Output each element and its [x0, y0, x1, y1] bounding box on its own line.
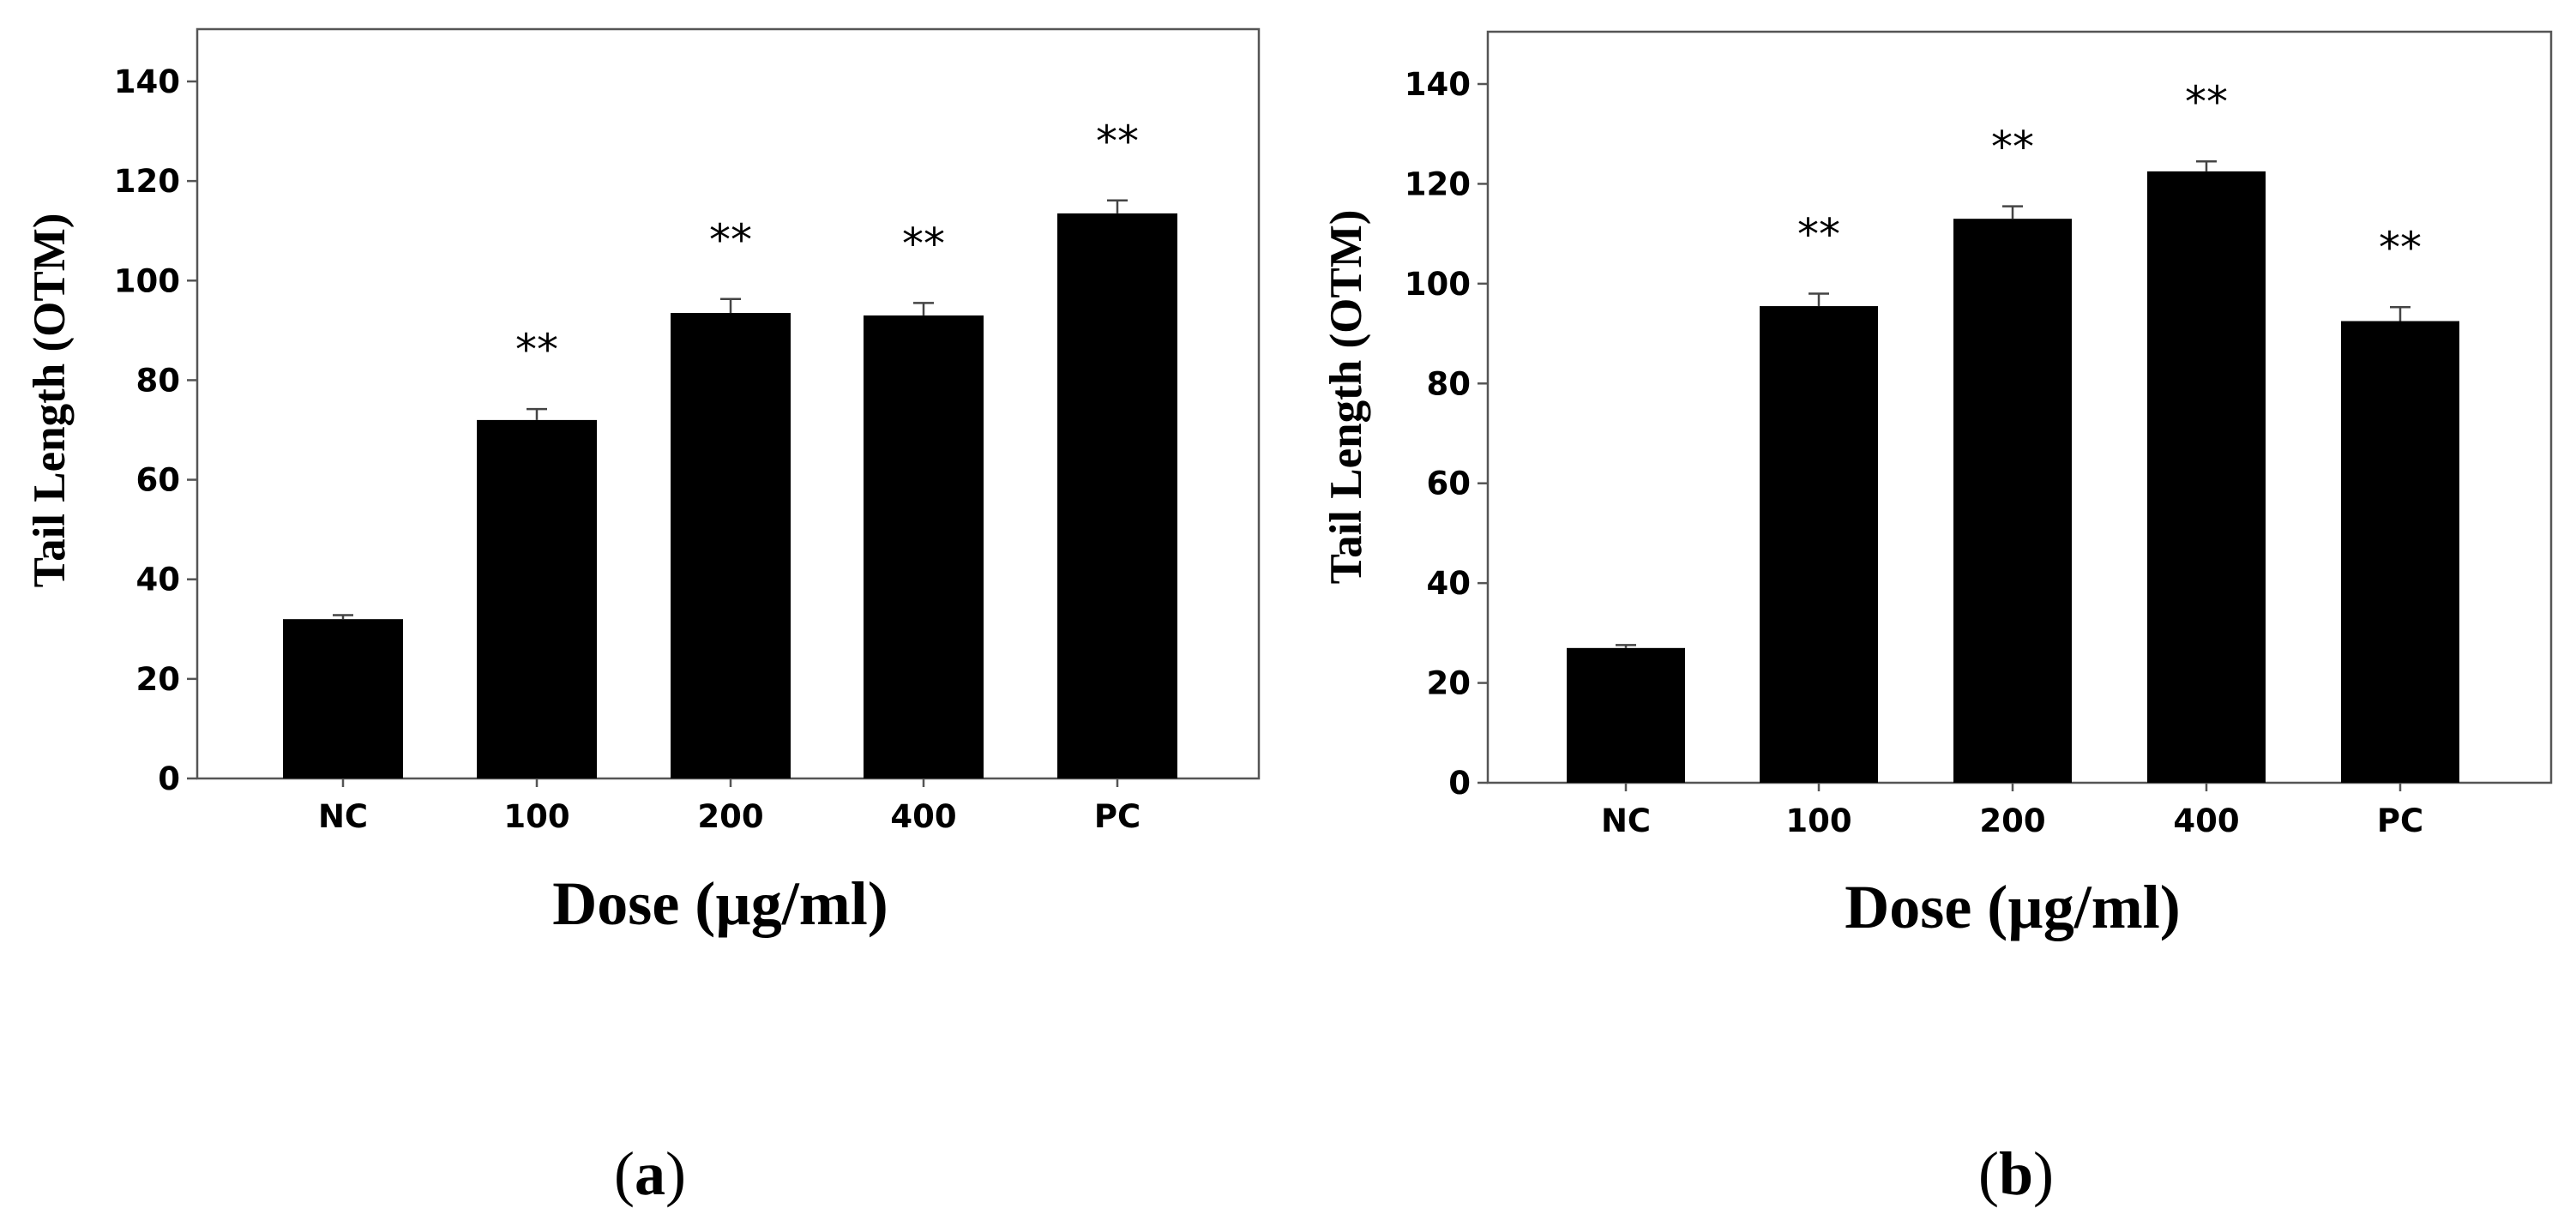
panel-a-bar	[283, 619, 403, 778]
panel-b-x-tick-label: 400	[2173, 802, 2239, 839]
panel-b-bar	[1567, 647, 1685, 783]
panel-a-x-tick-label: NC	[318, 798, 368, 835]
panel-b-y-tick-label: 40	[1427, 565, 1472, 602]
panel-b-y-tick-label: 20	[1427, 665, 1472, 702]
panel-b-y-tick-label: 60	[1427, 466, 1472, 502]
panel-b-y-tick-label: 100	[1405, 266, 1471, 303]
panel-b-x-tick-label: PC	[2377, 802, 2423, 839]
panel-b-y-axis-label: Tail Length (OTM)	[1321, 210, 1371, 585]
panel-a-y-tick-label: 80	[136, 362, 181, 399]
panel-a-bar	[477, 419, 597, 778]
panel-a-x-tick-label: 100	[503, 798, 569, 835]
panel-b-significance-marker: **	[1797, 210, 1840, 260]
panel-b-bar	[1953, 219, 2072, 783]
panel-b-bar	[1760, 306, 1878, 783]
panel-a-y-tick-label: 100	[114, 262, 180, 299]
panel-b-y-tick-label: 80	[1427, 365, 1472, 402]
panel-a-significance-marker: **	[709, 215, 752, 265]
panel-b-x-axis-label: Dose (µg/ml)	[1845, 873, 2180, 941]
panel-a-x-axis-label: Dose (µg/ml)	[552, 869, 888, 938]
panel-a-y-tick-label: 120	[114, 163, 180, 200]
panel-b-bar	[2341, 321, 2459, 784]
panel-a-x-tick-label: 400	[890, 798, 956, 835]
panel-a-significance-marker: **	[515, 325, 558, 375]
panel-b-significance-marker: **	[1991, 123, 2034, 172]
panel-a-significance-marker: **	[902, 219, 945, 268]
panel-a-bar	[1057, 213, 1177, 778]
panel-a-bar	[864, 315, 984, 779]
panel-a-y-axis-label: Tail Length (OTM)	[25, 213, 75, 588]
panel-a-significance-marker: **	[1096, 117, 1139, 166]
panel-a-y-tick-label: 0	[158, 760, 180, 797]
panel-b-y-tick-label: 140	[1405, 66, 1471, 103]
panel-b-y-tick-label: 120	[1405, 165, 1471, 202]
panel-b-x-tick-label: 200	[1979, 802, 2045, 839]
panel-a-y-tick-label: 20	[136, 661, 181, 698]
panel-b-x-tick-label: 100	[1785, 802, 1851, 839]
panel-a-y-tick-label: 60	[136, 462, 181, 499]
panel-a-y-tick-label: 140	[114, 63, 180, 100]
panel-a-y-tick-label: 40	[136, 562, 181, 598]
panel-a-x-tick-label: PC	[1094, 798, 1141, 835]
panel-b-bar	[2147, 171, 2266, 783]
panel-a-x-tick-label: 200	[697, 798, 763, 835]
panel-b-significance-marker: **	[2379, 223, 2422, 273]
panel-b-significance-marker: **	[2185, 77, 2228, 127]
panel-b-x-tick-label: NC	[1601, 802, 1651, 839]
panel-b-y-tick-label: 0	[1448, 765, 1471, 802]
panel-a-bar	[671, 313, 791, 779]
